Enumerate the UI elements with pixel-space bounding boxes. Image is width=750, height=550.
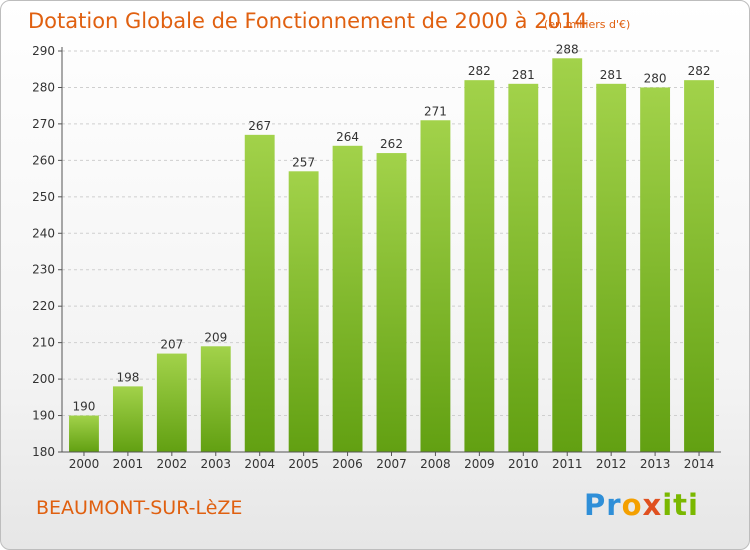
proxiti-logo: Proxiti bbox=[584, 488, 699, 522]
x-tick-label: 2010 bbox=[508, 457, 539, 471]
bar bbox=[420, 120, 451, 452]
bar-value-label: 281 bbox=[512, 68, 535, 82]
bars: 190 198 207 209 267 257 264 262 271 282 281 288 281 2… bbox=[69, 42, 714, 453]
bar-value-label: 271 bbox=[424, 104, 447, 118]
y-tick-label: 270 bbox=[32, 117, 55, 131]
bar bbox=[376, 153, 407, 452]
axes: 180 190 200 210 220 230 240 250 260 270 280 290 2000… bbox=[32, 44, 721, 471]
x-tick-label: 2005 bbox=[288, 457, 319, 471]
bar bbox=[552, 58, 583, 453]
x-tick-label: 2004 bbox=[244, 457, 275, 471]
logo-part: o bbox=[621, 488, 643, 522]
x-tick-label: 2012 bbox=[596, 457, 627, 471]
x-tick-label: 2008 bbox=[420, 457, 451, 471]
bar bbox=[244, 134, 275, 452]
y-tick-label: 250 bbox=[32, 190, 55, 204]
x-tick-label: 2001 bbox=[113, 457, 144, 471]
logo-part: x bbox=[642, 488, 663, 522]
chart-unit: (en milliers d'€) bbox=[544, 18, 631, 31]
chart-title: Dotation Globale de Fonctionnement de 20… bbox=[28, 9, 588, 33]
y-tick-label: 220 bbox=[32, 299, 55, 313]
bar bbox=[684, 80, 714, 452]
bar bbox=[112, 386, 143, 452]
y-tick-label: 240 bbox=[32, 226, 55, 240]
x-tick-label: 2009 bbox=[464, 457, 495, 471]
bar-value-label: 209 bbox=[204, 330, 227, 344]
bar-value-label: 267 bbox=[248, 119, 271, 133]
bar bbox=[200, 346, 231, 452]
bar-value-label: 264 bbox=[336, 130, 359, 144]
bar-value-label: 262 bbox=[380, 137, 403, 151]
bar bbox=[640, 87, 671, 453]
x-tick-label: 2011 bbox=[552, 457, 583, 471]
bar bbox=[69, 415, 99, 452]
bar bbox=[464, 80, 495, 452]
bar bbox=[288, 171, 319, 453]
bar-value-label: 257 bbox=[292, 155, 315, 169]
y-tick-label: 290 bbox=[32, 44, 55, 58]
y-tick-label: 200 bbox=[32, 372, 55, 386]
x-tick-label: 2000 bbox=[69, 457, 100, 471]
x-tick-label: 2003 bbox=[200, 457, 231, 471]
x-tick-label: 2007 bbox=[376, 457, 407, 471]
x-tick-label: 2002 bbox=[157, 457, 188, 471]
x-tick-label: 2006 bbox=[332, 457, 363, 471]
bar-value-label: 282 bbox=[468, 64, 491, 78]
y-tick-label: 260 bbox=[32, 153, 55, 167]
bar-value-label: 207 bbox=[160, 338, 183, 352]
y-tick-label: 280 bbox=[32, 80, 55, 94]
commune-name: BEAUMONT-SUR-LèZE bbox=[36, 497, 243, 519]
bar bbox=[596, 83, 627, 453]
y-tick-label: 230 bbox=[32, 263, 55, 277]
logo-part: Pr bbox=[584, 488, 622, 522]
logo-part: iti bbox=[662, 488, 699, 522]
bar bbox=[508, 83, 539, 453]
x-tick-label: 2013 bbox=[640, 457, 671, 471]
y-tick-label: 180 bbox=[32, 445, 55, 459]
bar bbox=[156, 353, 187, 452]
bar bbox=[332, 145, 363, 453]
bar-value-label: 280 bbox=[644, 71, 667, 85]
y-tick-label: 190 bbox=[32, 409, 55, 423]
bar-value-label: 282 bbox=[688, 64, 711, 78]
y-tick-label: 210 bbox=[32, 336, 55, 350]
bar-value-label: 281 bbox=[600, 68, 623, 82]
bar-value-label: 198 bbox=[116, 370, 139, 384]
bar-value-label: 288 bbox=[556, 42, 579, 56]
x-tick-label: 2014 bbox=[684, 457, 715, 471]
bar-value-label: 190 bbox=[73, 400, 96, 414]
